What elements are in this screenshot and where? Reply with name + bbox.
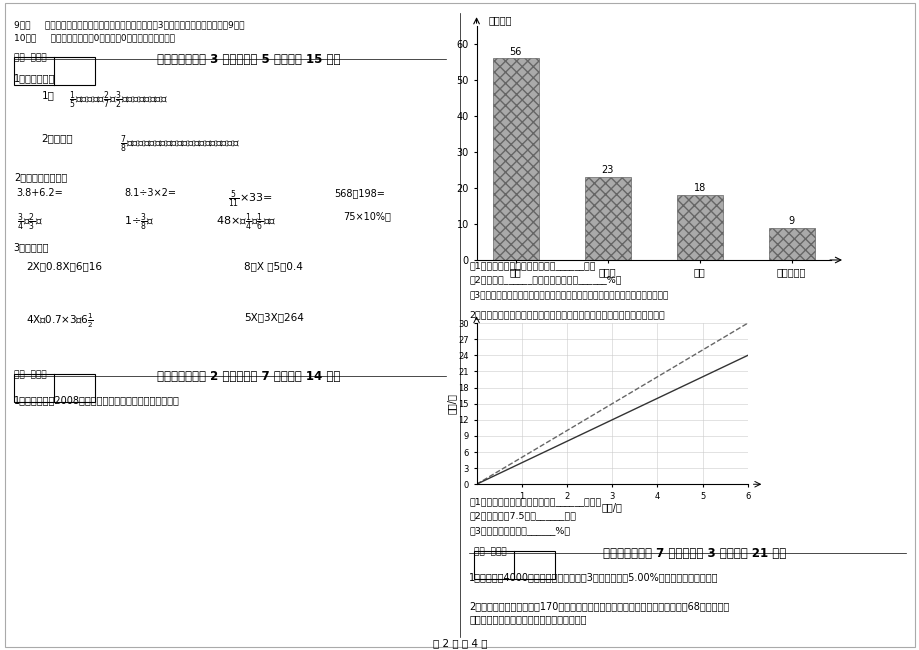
Text: 75×10%＝: 75×10%＝ xyxy=(343,211,391,221)
Text: ——降价后: ——降价后 xyxy=(561,339,597,349)
Text: 48×（$\frac{1}{4}$－$\frac{1}{6}$）＝: 48×（$\frac{1}{4}$－$\frac{1}{6}$）＝ xyxy=(216,211,277,233)
Text: （2）北京得______票，占得票总数的______%。: （2）北京得______票，占得票总数的______%。 xyxy=(469,276,621,285)
Text: （1）降价前后，长度与总价都成______比例。: （1）降价前后，长度与总价都成______比例。 xyxy=(469,497,601,506)
Text: 56: 56 xyxy=(509,47,521,57)
Text: 2、甲数的: 2、甲数的 xyxy=(41,133,73,143)
Text: 1÷$\frac{3}{8}$＝: 1÷$\frac{3}{8}$＝ xyxy=(124,211,154,233)
Text: 第 2 页 共 4 页: 第 2 页 共 4 页 xyxy=(432,638,487,648)
Text: 六、应用题（共 7 小题，每题 3 分，共计 21 分）: 六、应用题（共 7 小题，每题 3 分，共计 21 分） xyxy=(602,547,786,560)
Text: 2、直接写出得数。: 2、直接写出得数。 xyxy=(14,172,67,182)
Text: 2、图象表示一种彩带降价前后的长度与总价的关系，请根据图中信息填空。: 2、图象表示一种彩带降价前后的长度与总价的关系，请根据图中信息填空。 xyxy=(469,311,664,320)
Text: 10．（     ）小数的末尾添上0或者去掉0，小数的大小不变。: 10．（ ）小数的末尾添上0或者去掉0，小数的大小不变。 xyxy=(14,34,175,43)
Text: 1、下面是申报2008年奥运会主办城市的得票情况统计图。: 1、下面是申报2008年奥运会主办城市的得票情况统计图。 xyxy=(14,395,179,405)
Text: 单位：票: 单位：票 xyxy=(488,15,511,25)
Text: 23: 23 xyxy=(601,165,613,176)
Text: 8.1÷3×2=: 8.1÷3×2= xyxy=(124,188,176,198)
Text: 568－198=: 568－198= xyxy=(334,188,384,198)
X-axis label: 长度/米: 长度/米 xyxy=(601,502,622,512)
Text: 得分  评卷人: 得分 评卷人 xyxy=(473,547,505,556)
Text: 2、甲乙两地之间的公路长170千米，一辆汽车从甲地开往乙地，头两小时行驶了68千米，照这: 2、甲乙两地之间的公路长170千米，一辆汽车从甲地开往乙地，头两小时行驶了68千… xyxy=(469,601,729,611)
Text: （3）这种彩带降价了______%。: （3）这种彩带降价了______%。 xyxy=(469,526,570,535)
Bar xyxy=(768,227,814,260)
Text: 9．（     ）一个长方体，它的长、宽、高都扩大到原来的3倍，它的体积扩大到原来的9倍。: 9．（ ）一个长方体，它的长、宽、高都扩大到原来的3倍，它的体积扩大到原来的9倍… xyxy=(14,21,244,30)
Text: $\frac{5}{11}$×33=: $\frac{5}{11}$×33= xyxy=(228,188,273,210)
Text: （3）投票结果一出来，报纸、电视都说：北京得票是数遥遥领先，为什么这样说？: （3）投票结果一出来，报纸、电视都说：北京得票是数遥遥领先，为什么这样说？ xyxy=(469,290,668,299)
Text: $\frac{7}{8}$和乙数相等，甲数和乙数的比的比值是多少？: $\frac{7}{8}$和乙数相等，甲数和乙数的比的比值是多少？ xyxy=(119,133,239,155)
Bar xyxy=(676,195,722,260)
Text: 四、计算题（共 3 小题，每题 5 分，共计 15 分）: 四、计算题（共 3 小题，每题 5 分，共计 15 分） xyxy=(156,53,340,66)
Text: 2X－0.8X－6＝16: 2X－0.8X－6＝16 xyxy=(26,261,102,271)
Text: 9: 9 xyxy=(788,216,794,226)
Text: （2）降价前买7.5米需______元。: （2）降价前买7.5米需______元。 xyxy=(469,512,575,521)
Text: $\frac{3}{4}$－$\frac{2}{3}$＝: $\frac{3}{4}$－$\frac{2}{3}$＝ xyxy=(17,211,42,233)
Text: 3、解方程：: 3、解方程： xyxy=(14,242,50,252)
Text: （1）四个申办城市的得票总数是______票。: （1）四个申办城市的得票总数是______票。 xyxy=(469,261,596,270)
Bar xyxy=(584,177,630,260)
Y-axis label: 总价/元: 总价/元 xyxy=(447,393,457,414)
Text: 样计算，几小时可以到达乙地？（用比例解）: 样计算，几小时可以到达乙地？（用比例解） xyxy=(469,614,586,624)
Text: 18: 18 xyxy=(693,183,705,194)
Text: 得分  评卷人: 得分 评卷人 xyxy=(14,53,46,62)
Text: 1、: 1、 xyxy=(41,90,54,99)
Text: 8：X ＝5：0.4: 8：X ＝5：0.4 xyxy=(244,261,302,271)
Text: 5X＋3X＝264: 5X＋3X＝264 xyxy=(244,312,303,322)
Text: 3.8+6.2=: 3.8+6.2= xyxy=(17,188,63,198)
Text: 五、综合题（共 2 小题，每题 7 分，共计 14 分）: 五、综合题（共 2 小题，每题 7 分，共计 14 分） xyxy=(156,370,340,383)
Text: 得分  评卷人: 得分 评卷人 xyxy=(14,370,46,380)
Bar xyxy=(493,58,539,260)
Text: ---降价前: ---降价前 xyxy=(561,326,589,336)
Text: 4X＋0.7×3＝6$\frac{1}{2}$: 4X＋0.7×3＝6$\frac{1}{2}$ xyxy=(26,312,94,330)
Text: 1、王叔叔把4000元存入银行，整存整存3年，年利率为5.00%，到期有利息多少元？: 1、王叔叔把4000元存入银行，整存整存3年，年利率为5.00%，到期有利息多少… xyxy=(469,572,718,582)
Text: $\frac{1}{5}$的倒数减去$\frac{2}{7}$与$\frac{3}{2}$的积，差是多少？: $\frac{1}{5}$的倒数减去$\frac{2}{7}$与$\frac{3… xyxy=(69,90,168,111)
Text: 1、列式计算：: 1、列式计算： xyxy=(14,73,55,83)
